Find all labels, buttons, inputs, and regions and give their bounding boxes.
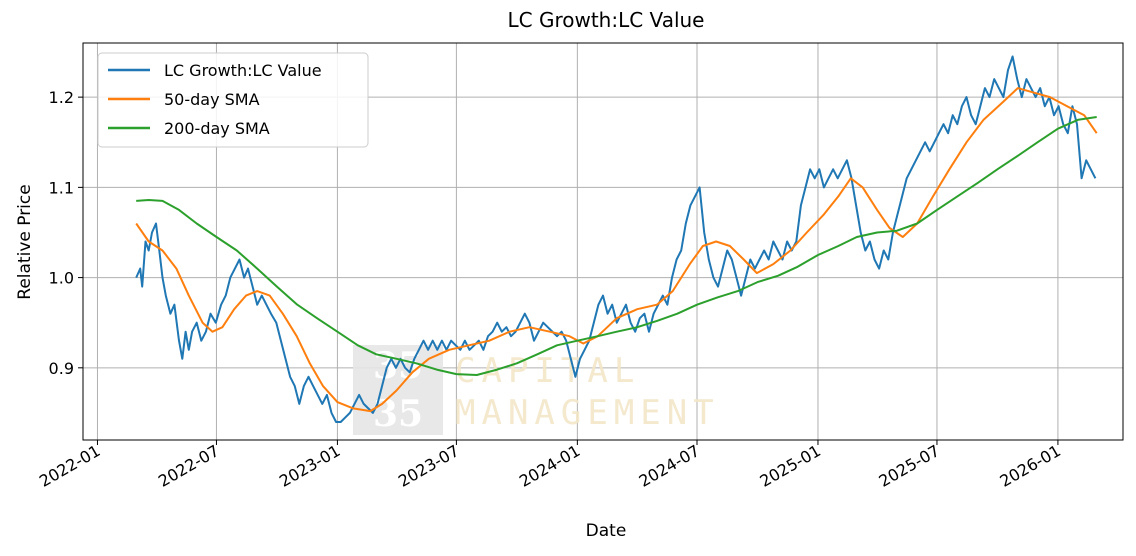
legend-label: LC Growth:LC Value [164,61,322,80]
chart-figure: LC Growth:LC Value 35 35 CAPITAL MANAGEM… [0,0,1136,556]
x-tick-label: 2022-01 [36,441,103,491]
legend: LC Growth:LC Value 50-day SMA 200-day SMA [98,53,368,147]
chart-title: LC Growth:LC Value [508,8,705,32]
watermark-text-line1: CAPITAL [455,351,640,391]
y-tick-label: 1.2 [49,88,74,107]
x-tick-label: 2024-07 [636,441,703,491]
y-axis-label: Relative Price [15,184,35,299]
y-tick-label: 1.1 [49,178,74,197]
x-tick-label: 2023-01 [276,441,343,491]
x-tick-label: 2022-07 [155,441,222,491]
y-tick-label: 0.9 [49,359,74,378]
legend-label: 50-day SMA [164,90,260,109]
watermark-number-top: 35 [373,345,423,387]
legend-label: 200-day SMA [164,119,270,138]
x-tick-label: 2023-07 [395,441,462,491]
y-tick-label: 1.0 [49,269,74,288]
x-tick-label: 2025-01 [757,441,824,491]
x-axis-label: Date [586,521,627,541]
x-tick-label: 2024-01 [516,441,583,491]
x-tick-label: 2025-07 [876,441,943,491]
watermark-number-bottom: 35 [373,393,423,435]
watermark-text-line2: MANAGEMENT [455,393,720,433]
x-tick-label: 2026-01 [997,441,1064,491]
